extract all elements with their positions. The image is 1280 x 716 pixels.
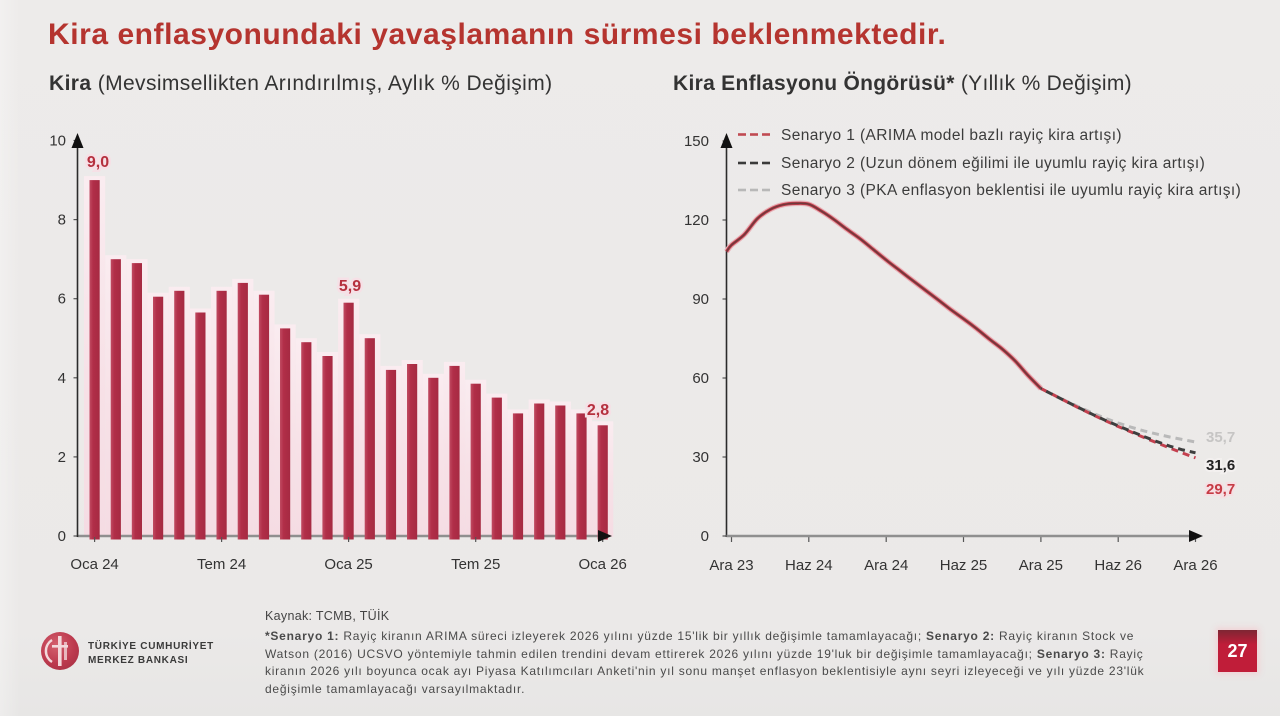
svg-text:Tem 24: Tem 24 — [197, 556, 246, 573]
svg-text:4: 4 — [58, 370, 66, 387]
svg-text:Ara 23: Ara 23 — [709, 557, 753, 574]
svg-text:2,8: 2,8 — [587, 402, 609, 419]
svg-text:Ara 26: Ara 26 — [1173, 557, 1217, 574]
svg-text:150: 150 — [684, 133, 709, 150]
svg-text:Ara 24: Ara 24 — [864, 557, 908, 574]
svg-text:31,6: 31,6 — [1206, 457, 1235, 474]
svg-text:2,8: 2,8 — [587, 402, 609, 419]
svg-text:Tem 25: Tem 25 — [451, 556, 500, 573]
svg-text:90: 90 — [692, 291, 709, 308]
svg-text:29,7: 29,7 — [1206, 481, 1235, 498]
svg-text:9,0: 9,0 — [87, 154, 109, 171]
svg-text:Haz 25: Haz 25 — [940, 557, 988, 574]
svg-text:Haz 24: Haz 24 — [785, 557, 833, 574]
svg-text:0: 0 — [701, 528, 709, 545]
svg-text:Senaryo 2 (Uzun dönem eğilimi: Senaryo 2 (Uzun dönem eğilimi ile uyumlu… — [781, 155, 1205, 172]
svg-text:8: 8 — [58, 212, 66, 229]
svg-text:120: 120 — [684, 212, 709, 229]
svg-text:6: 6 — [58, 291, 66, 308]
svg-text:60: 60 — [692, 370, 709, 387]
svg-text:31,6: 31,6 — [1206, 457, 1235, 474]
svg-text:Haz 26: Haz 26 — [1094, 557, 1142, 574]
svg-text:Oca 24: Oca 24 — [70, 556, 118, 573]
svg-text:30: 30 — [692, 449, 709, 466]
svg-text:5,9: 5,9 — [339, 278, 361, 295]
svg-text:35,7: 35,7 — [1206, 429, 1235, 446]
svg-text:Senaryo 3 (PKA enflasyon bekle: Senaryo 3 (PKA enflasyon beklentisi ile … — [781, 182, 1241, 199]
svg-text:9,0: 9,0 — [87, 154, 109, 171]
svg-text:5,9: 5,9 — [339, 278, 361, 295]
svg-text:Oca 26: Oca 26 — [579, 556, 627, 573]
svg-text:Senaryo 1 (ARIMA model bazlı r: Senaryo 1 (ARIMA model bazlı rayiç kira … — [781, 127, 1122, 144]
svg-text:10: 10 — [49, 133, 66, 150]
svg-text:29,7: 29,7 — [1206, 481, 1235, 498]
svg-text:Oca 25: Oca 25 — [324, 556, 372, 573]
svg-text:Ara 25: Ara 25 — [1019, 557, 1063, 574]
svg-text:0: 0 — [58, 528, 66, 545]
svg-text:2: 2 — [58, 449, 66, 466]
